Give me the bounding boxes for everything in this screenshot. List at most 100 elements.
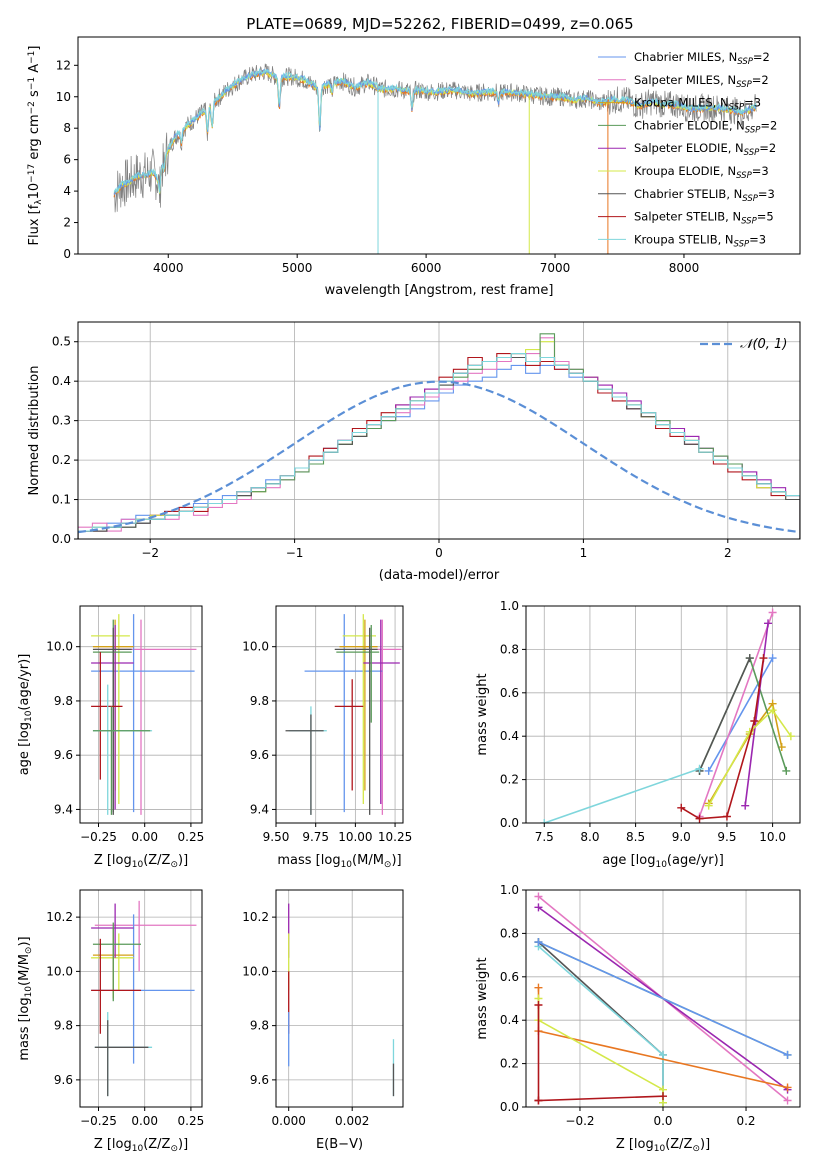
series-line <box>544 768 700 823</box>
label-part: 10 <box>132 860 144 870</box>
series-kroupa_elodie <box>534 994 667 1107</box>
chart-age_vs_mass: 9.50 9.75 10.00 10.25 9.4 9.6 9.8 10.0 mass [log… <box>242 605 412 870</box>
legend-tail: =2 <box>752 73 769 87</box>
y-tick-label: 10.0 <box>46 640 73 654</box>
label-part: 10 <box>24 986 34 998</box>
legend-tail: =5 <box>757 210 774 224</box>
label-part: age [log <box>602 853 655 868</box>
series-chabrier_miles <box>704 654 777 775</box>
legend-name: Chabrier MILES, N <box>634 50 737 64</box>
legend-item: Kroupa STELIB, NSSP=3 <box>598 232 766 249</box>
legend-label: Salpeter STELIB, NSSP=5 <box>634 210 774 227</box>
chart-residuals: −2 −1 0 1 2 0.0 0.1 0.2 0.3 0.4 0.5 (data-model)/er… <box>27 321 801 583</box>
x-axis-label: Z [log10(Z/Z⊙)] <box>616 1137 710 1154</box>
series-kroupa_stelib <box>534 942 667 1107</box>
x-tick-label: 2 <box>724 546 732 560</box>
y-tick-label: 9.8 <box>54 694 73 708</box>
label-part: 10 <box>655 860 667 870</box>
errorbar-point <box>92 706 151 815</box>
legend-tail: =2 <box>753 50 770 64</box>
y-tick-label: 0.5 <box>52 335 71 349</box>
legend-item: Chabrier ELODIE, NSSP=2 <box>598 118 777 135</box>
errorbar-point <box>91 933 134 991</box>
data-point-marker <box>540 819 549 823</box>
x-tick-label: −2 <box>141 546 159 560</box>
x-tick-label: −0.2 <box>565 1114 594 1128</box>
y-tick-label: 0.2 <box>52 453 71 467</box>
series-kroupa_stelib <box>540 764 704 823</box>
legend-item: Chabrier STELIB, NSSP=3 <box>598 187 775 203</box>
series-lines <box>540 608 795 823</box>
y-tick-label: 10.0 <box>242 964 269 978</box>
series-line <box>538 941 788 1056</box>
label-part: −1 <box>27 77 37 90</box>
chart-mass_weight_vs_Z: −0.2 0.0 0.2 0.0 0.2 0.4 0.6 0.8 1.0 Z [log10(Z/Z… <box>475 883 801 1154</box>
y-tick-label: 0.4 <box>500 729 519 743</box>
x-tick-label: −1 <box>286 546 304 560</box>
data-point-marker <box>534 1001 543 1010</box>
errorbar-point <box>91 652 123 780</box>
x-tick-label: 1 <box>580 546 588 560</box>
x-tick-label: 7.5 <box>535 830 554 844</box>
series-line <box>708 657 774 772</box>
errorbar-point <box>91 914 195 1064</box>
y-tick-label: 0.3 <box>52 414 71 428</box>
data-point-marker <box>534 1096 543 1105</box>
x-axis-label: Z [log10(Z/Z⊙)] <box>94 853 188 870</box>
y-tick-label: 10.2 <box>242 910 269 924</box>
errorbar-point <box>91 614 195 813</box>
chart-mass_vs_EBV: 0.000 0.002 9.6 9.8 10.0 10.2 E(B−V) <box>242 889 404 1152</box>
label-part: age [log <box>17 722 32 775</box>
y-tick-label: 4 <box>63 184 71 198</box>
normal-curve <box>78 380 800 534</box>
label-part: (age/yr)] <box>17 654 32 711</box>
data-point-marker <box>534 938 543 947</box>
x-tick-label: 10.0 <box>759 830 786 844</box>
legend-label: Salpeter ELODIE, NSSP=2 <box>634 141 776 158</box>
data-point-marker <box>659 1092 667 1101</box>
legend-tail: =3 <box>758 187 775 201</box>
legend-subscript: SSP <box>742 193 758 203</box>
errorbar-point <box>94 1012 153 1097</box>
legend-name: Salpeter ELODIE, N <box>634 141 744 155</box>
legend-tail: =3 <box>744 96 761 110</box>
data-point-marker <box>659 1050 667 1059</box>
x-tick-label: 6000 <box>411 261 442 275</box>
legend-item: Kroupa ELODIE, NSSP=3 <box>598 164 769 181</box>
y-axis-label: mass [log10(M/M⊙)] <box>17 936 34 1060</box>
legend-name: Chabrier STELIB, N <box>634 187 742 201</box>
y-tick-label: 0 <box>63 247 71 261</box>
label-part: mass [log <box>277 853 340 868</box>
label-part: −17 <box>27 164 37 183</box>
label-part: (Z/Z <box>665 1137 692 1152</box>
y-tick-label: 2 <box>63 216 71 230</box>
x-axis-label: wavelength [Angstrom, rest frame] <box>325 283 554 298</box>
y-tick-label: 9.6 <box>54 748 73 762</box>
errorbar-point <box>92 684 153 815</box>
legend-label: Kroupa ELODIE, NSSP=3 <box>634 164 769 181</box>
y-tick-label: 0.2 <box>500 1057 519 1071</box>
y-tick-label: 1.0 <box>500 883 519 897</box>
x-axis-label: Z [log10(Z/Z⊙)] <box>94 1137 188 1154</box>
errorbar-point <box>91 624 134 810</box>
x-tick-label: 0.000 <box>272 1114 306 1128</box>
data-point-marker <box>768 654 777 663</box>
data-point-marker <box>786 732 795 741</box>
label-part: 10 <box>27 183 42 200</box>
y-tick-label: 9.4 <box>250 802 269 816</box>
y-tick-label: 10.2 <box>46 910 73 924</box>
errorbar-point <box>285 714 324 815</box>
chart-mass_weight_vs_age: 7.5 8.0 8.5 9.0 9.5 10.0 0.0 0.2 0.4 0.6 0.8 1.0 age… <box>475 599 801 870</box>
errorbar-point <box>334 679 364 791</box>
series-salpeter_stelib <box>534 1001 667 1105</box>
legend-subscript: SSP <box>736 79 752 89</box>
series-salpeter_stelib <box>677 654 768 823</box>
label-part: A <box>27 64 42 77</box>
y-tick-label: 0.2 <box>500 773 519 787</box>
legend-label: Kroupa STELIB, NSSP=3 <box>634 232 766 249</box>
model-spectrum-kroupa_stelib <box>113 67 757 193</box>
y-tick-label: 9.6 <box>54 1073 73 1087</box>
y-tick-label: 1.0 <box>500 599 519 613</box>
y-tick-label: 0.0 <box>52 532 71 546</box>
